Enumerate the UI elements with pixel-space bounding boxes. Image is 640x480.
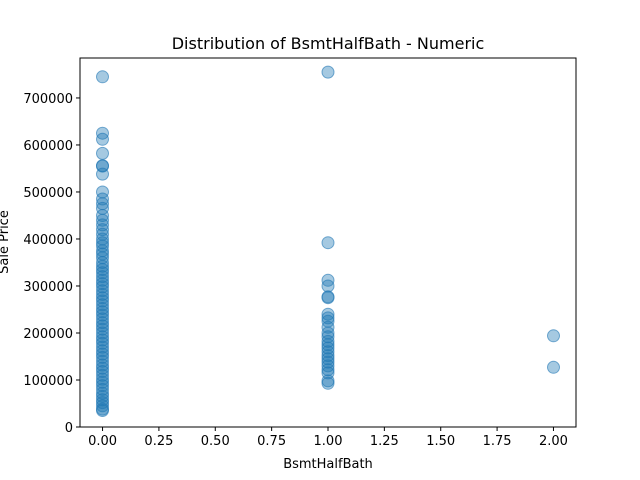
data-points [96,65,560,417]
chart-title: Distribution of BsmtHalfBath - Numeric [172,34,485,53]
data-point [321,352,335,366]
data-point [96,340,109,354]
data-point [96,326,109,340]
data-point [96,336,109,350]
y-tick-label: 500000 [23,186,73,201]
data-point [96,132,109,146]
y-tick-label: 700000 [23,92,73,107]
data-point [96,70,109,84]
data-point [96,259,109,273]
x-tick-label: 1.50 [426,434,455,449]
data-point [96,287,109,301]
data-point [321,279,335,293]
data-point [96,361,109,375]
data-point [321,236,335,250]
data-point [96,218,109,232]
x-axis-label: BsmtHalfBath [283,457,373,472]
data-point [321,65,335,79]
data-point [96,379,109,393]
x-tick-label: 1.75 [483,434,512,449]
data-point [321,376,335,390]
x-tick-label: 0.00 [88,434,117,449]
data-point [96,223,109,237]
data-point [96,209,109,222]
data-point [96,305,109,319]
data-point [96,330,109,344]
data-point [96,382,109,396]
x-axis-ticks: 0.00 0.25 0.50 0.75 1.00 1.25 1.50 1.75 2.00 [88,427,568,449]
data-point [321,341,335,355]
x-tick-label: 1.00 [314,434,343,449]
data-point [96,291,109,305]
data-point [96,350,109,364]
data-point [96,365,109,378]
data-point [547,360,560,374]
data-point [96,192,109,206]
x-tick-label: 0.50 [201,434,230,449]
x-tick-label: 0.75 [257,434,286,449]
data-point [321,291,335,305]
data-point [96,273,109,287]
y-tick-label: 200000 [23,327,73,342]
x-tick-label: 1.25 [370,434,399,449]
data-point [321,338,335,352]
x-tick-label: 0.25 [144,434,173,449]
data-point [96,354,109,368]
data-point [96,280,109,294]
y-tick-label: 0 [65,421,73,436]
data-point [96,404,109,417]
data-point [96,277,109,291]
y-tick-label: 400000 [23,233,73,248]
data-point [96,294,109,308]
data-point [96,266,109,280]
data-point [96,270,109,284]
data-point [321,345,335,359]
y-tick-label: 100000 [23,374,73,389]
data-point [96,375,109,389]
y-tick-label: 300000 [23,280,73,295]
data-point [96,347,109,361]
data-point [96,298,109,312]
data-point [96,322,109,336]
data-point [96,213,109,227]
data-point [96,333,109,347]
data-point [96,316,109,330]
data-point [321,307,335,321]
data-point [96,167,109,181]
data-point [321,359,335,373]
data-point [96,308,109,322]
data-point [96,312,109,326]
data-point [96,368,109,382]
data-point [321,363,335,377]
data-point [321,311,335,325]
y-axis-label: Sale Price [0,210,12,274]
x-tick-label: 2.00 [539,434,568,449]
data-point [96,302,109,315]
data-point [547,329,560,343]
data-point [321,334,335,348]
data-point [96,399,109,413]
y-axis-ticks: 0 100000 200000 300000 400000 500000 600000 700… [23,92,80,436]
data-point [96,344,109,358]
data-point [96,319,109,333]
data-point [96,256,109,269]
data-point [96,284,109,298]
data-point [96,146,109,160]
data-point [321,355,335,369]
data-point [96,263,109,276]
y-tick-label: 600000 [23,139,73,154]
